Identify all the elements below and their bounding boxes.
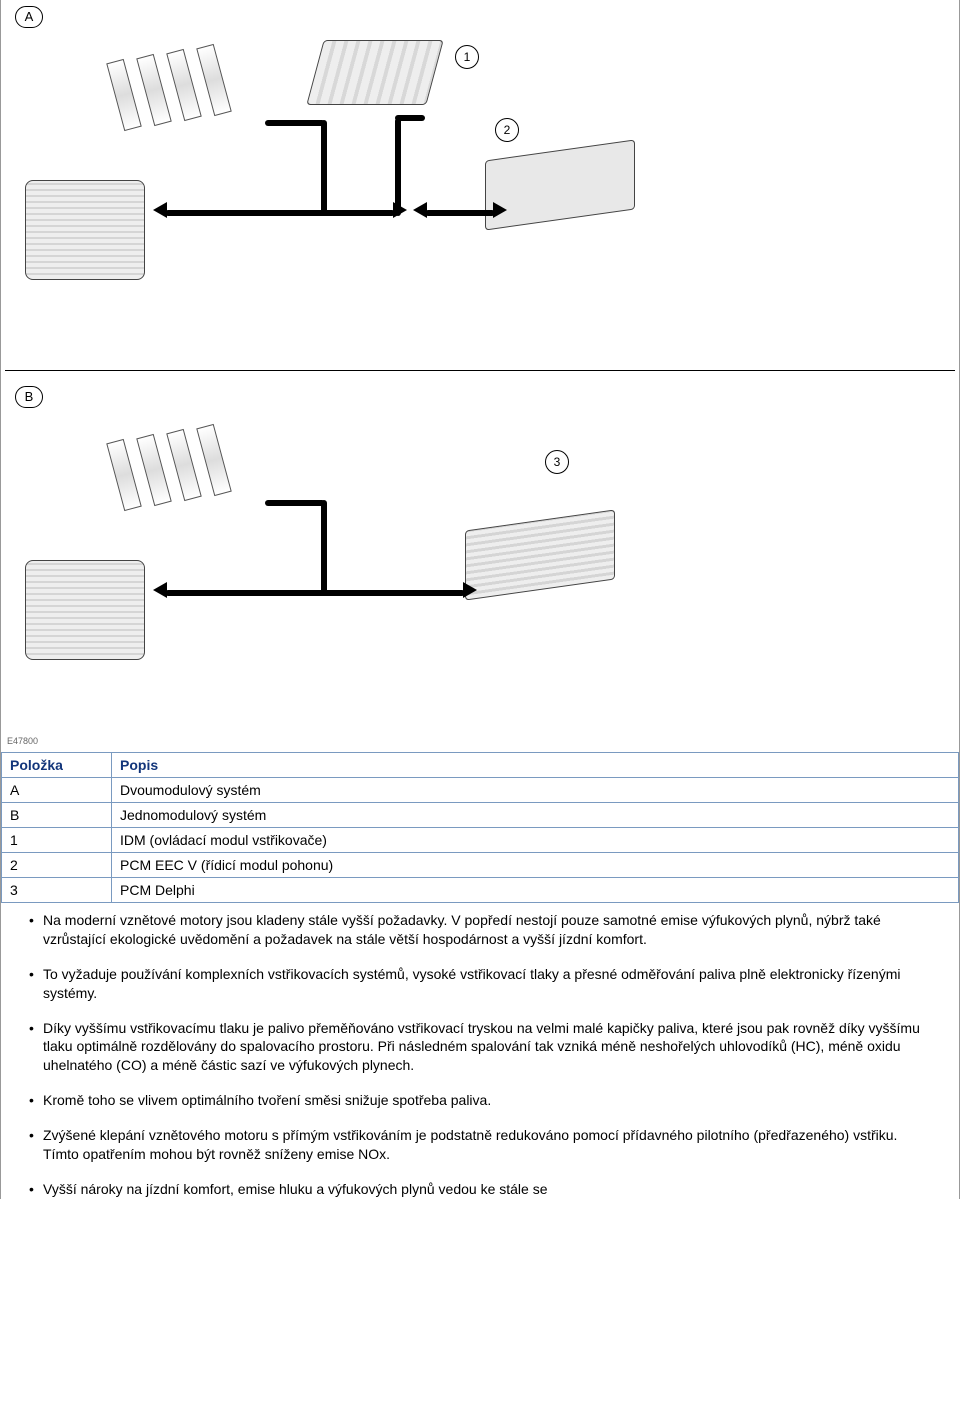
- injector-assembly: [115, 420, 265, 520]
- wire: [425, 210, 495, 216]
- callout-3: 3: [545, 450, 569, 474]
- fuel-pump: [25, 560, 145, 660]
- wire: [165, 210, 395, 216]
- table-row: B Jednomodulový systém: [2, 803, 959, 828]
- arrow-icon: [153, 582, 167, 598]
- wire: [395, 118, 401, 215]
- table-row: A Dvoumodulový systém: [2, 778, 959, 803]
- image-reference-id: E47800: [7, 736, 38, 746]
- technical-diagram: A 1 2: [1, 0, 959, 750]
- bullet-paragraph: Na moderní vznětové motory jsou kladeny …: [29, 911, 931, 949]
- panel-label-b: B: [15, 386, 43, 408]
- table-row: 2 PCM EEC V (řídicí modul pohonu): [2, 853, 959, 878]
- table-cell-item: 3: [2, 878, 112, 903]
- pcm-delphi-module: [465, 509, 615, 600]
- idm-module: [306, 40, 443, 105]
- bullet-paragraph: Vyšší nároky na jízdní komfort, emise hl…: [29, 1180, 931, 1199]
- pcm-eec-module: [485, 139, 635, 230]
- table-cell-item: 1: [2, 828, 112, 853]
- fuel-pump: [25, 180, 145, 280]
- arrow-icon: [463, 582, 477, 598]
- bullet-paragraph: Kromě toho se vlivem optimálního tvoření…: [29, 1091, 931, 1110]
- table-cell-desc: IDM (ovládací modul vstřikovače): [112, 828, 959, 853]
- table-cell-item: 2: [2, 853, 112, 878]
- wire: [395, 115, 425, 121]
- injector-assembly: [115, 40, 265, 140]
- arrow-icon: [153, 202, 167, 218]
- table-cell-desc: PCM Delphi: [112, 878, 959, 903]
- table-cell-desc: PCM EEC V (řídicí modul pohonu): [112, 853, 959, 878]
- table-row: 3 PCM Delphi: [2, 878, 959, 903]
- callout-2: 2: [495, 118, 519, 142]
- bullet-paragraph: Zvýšené klepání vznětového motoru s přím…: [29, 1126, 931, 1164]
- table-header-desc: Popis: [112, 753, 959, 778]
- table-header-item: Položka: [2, 753, 112, 778]
- callout-1: 1: [455, 45, 479, 69]
- wire: [165, 590, 465, 596]
- wire: [265, 500, 325, 506]
- table-cell-desc: Dvoumodulový systém: [112, 778, 959, 803]
- bullet-list: Na moderní vznětové motory jsou kladeny …: [1, 903, 959, 1199]
- bullet-paragraph: Díky vyššímu vstřikovacímu tlaku je pali…: [29, 1019, 931, 1076]
- arrow-icon: [493, 202, 507, 218]
- panel-label-a: A: [15, 6, 43, 28]
- table-row: 1 IDM (ovládací modul vstřikovače): [2, 828, 959, 853]
- wire: [321, 500, 327, 594]
- wire: [265, 120, 325, 126]
- arrow-icon: [413, 202, 427, 218]
- items-table: Položka Popis A Dvoumodulový systém B Je…: [1, 752, 959, 903]
- wire: [321, 120, 327, 214]
- table-cell-item: B: [2, 803, 112, 828]
- diagram-panel-b: B 3: [5, 380, 955, 740]
- table-cell-item: A: [2, 778, 112, 803]
- table-cell-desc: Jednomodulový systém: [112, 803, 959, 828]
- page-frame: A 1 2: [0, 0, 960, 1199]
- diagram-panel-a: A 1 2: [5, 0, 955, 360]
- bullet-paragraph: To vyžaduje používání komplexních vstřik…: [29, 965, 931, 1003]
- panel-divider: [5, 370, 955, 371]
